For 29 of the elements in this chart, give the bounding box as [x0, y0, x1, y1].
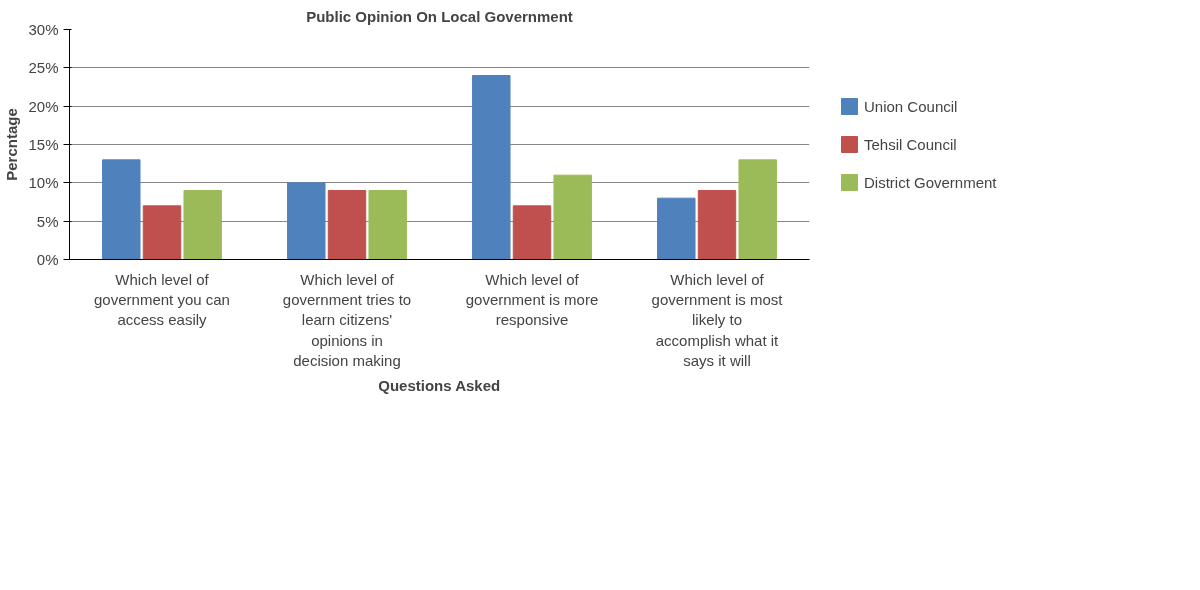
- y-tick-label: 10%: [28, 174, 59, 192]
- bar: [368, 190, 407, 260]
- x-tick-label: Which level of government tries to learn citizens' opinions in decision making: [282, 270, 412, 370]
- legend-label: Tehsil Council: [864, 135, 957, 153]
- y-tick-label: 25%: [28, 59, 59, 77]
- bar: [142, 205, 182, 260]
- x-tick-label: Which level of government is more responsive: [465, 270, 599, 329]
- bar: [327, 190, 367, 260]
- bar: [472, 75, 511, 260]
- legend-label: District Government: [864, 173, 997, 191]
- y-tick-label: 0%: [36, 251, 59, 268]
- bar: [512, 205, 552, 260]
- bar: [697, 190, 737, 260]
- legend-label: Union Council: [864, 97, 958, 115]
- bar: [738, 159, 777, 260]
- x-tick-label: Which level of government you can access easily: [94, 270, 230, 329]
- bar: [553, 174, 592, 260]
- x-tick-label: Which level of government is most likely to accomplish what it says it will: [651, 270, 784, 370]
- chart-title: Public Opinion On Local Government: [306, 7, 573, 25]
- y-axis-title: Percntage: [3, 108, 21, 181]
- y-tick-label: 20%: [28, 97, 59, 115]
- y-tick-label: 15%: [28, 136, 59, 153]
- bar: [657, 197, 696, 260]
- bar: [183, 190, 222, 260]
- y-tick-label: 30%: [28, 21, 59, 38]
- y-tick-label: 5%: [36, 212, 59, 230]
- bar: [102, 159, 141, 260]
- x-axis-title: Questions Asked: [378, 377, 501, 395]
- bar: [287, 182, 326, 260]
